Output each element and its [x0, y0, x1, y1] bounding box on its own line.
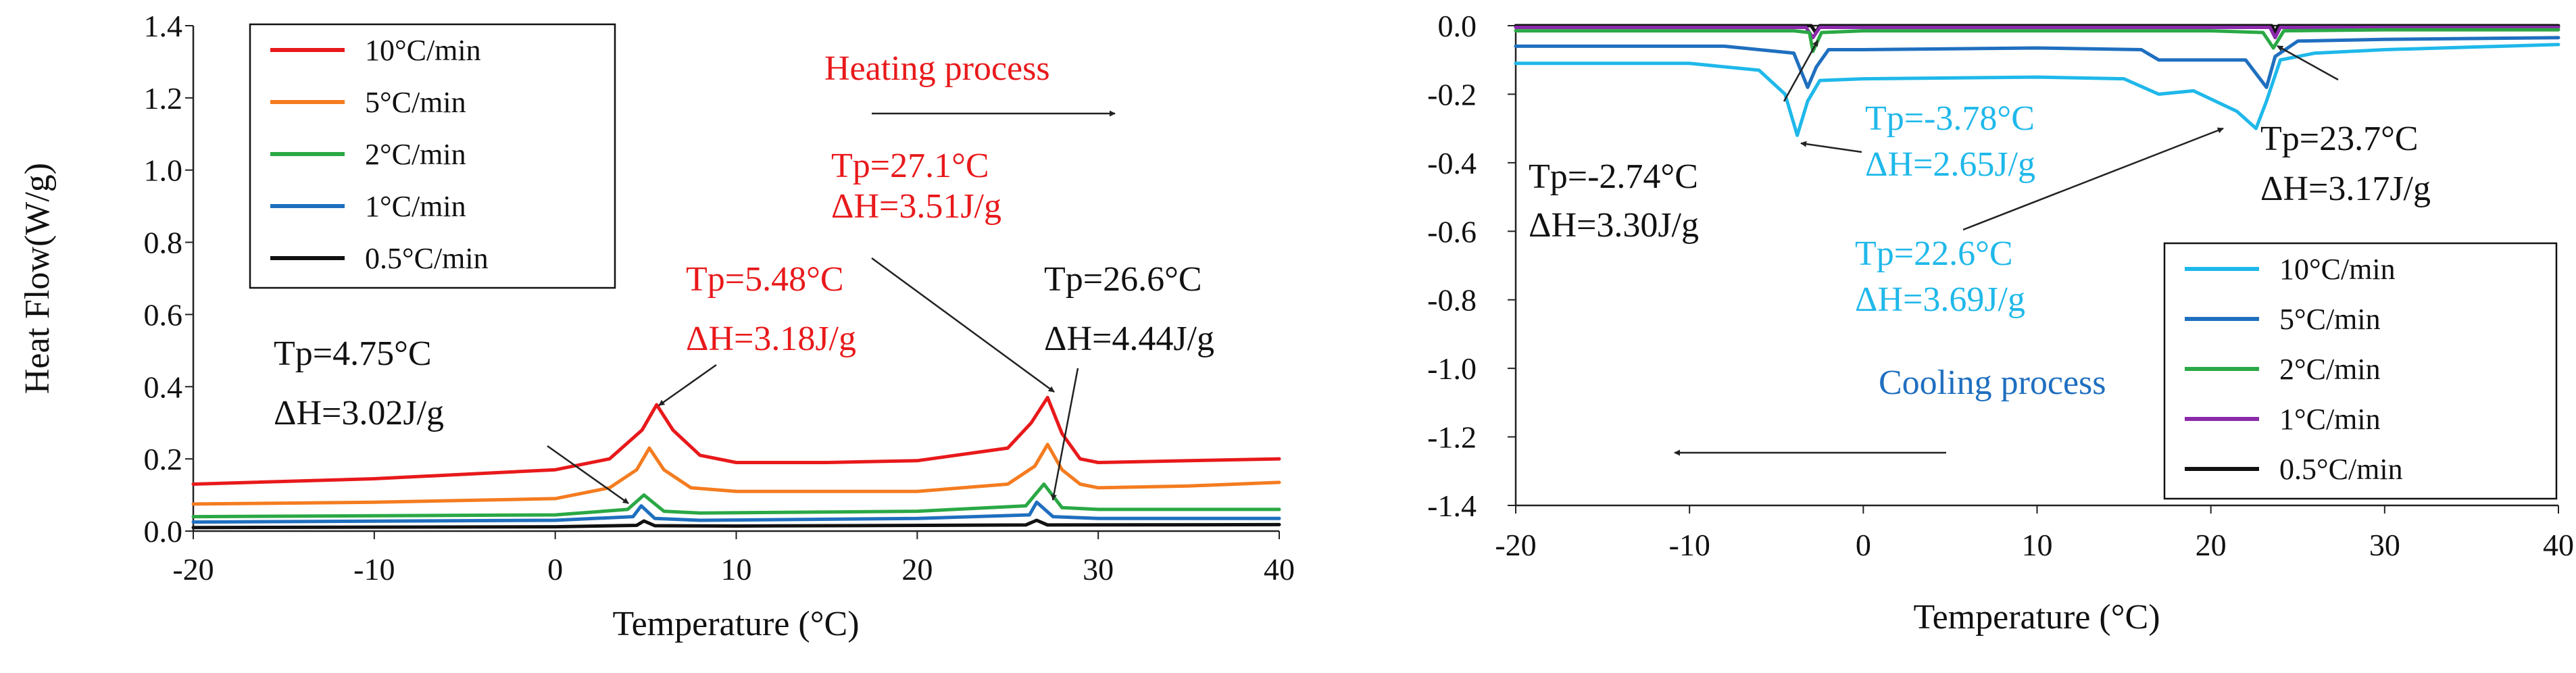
process-label: Cooling process: [1879, 364, 2106, 402]
x-tick-label: -20: [1495, 528, 1536, 562]
y-tick-label: -1.4: [1427, 489, 1477, 523]
annotation-arrow: [1800, 141, 1862, 153]
annotation-arrow: [2277, 45, 2339, 81]
y-tick-label: 1.4: [144, 9, 183, 43]
y-tick-label: 1.0: [144, 153, 183, 188]
peak-annotation: Tp=4.75°C ΔH=3.02J/g: [274, 334, 629, 505]
series-line-5cmin: [1514, 36, 2560, 89]
enthalpy-label: ΔH=4.44J/g: [1044, 320, 1214, 358]
series-line-1cmin: [191, 500, 1281, 524]
x-tick-label: 20: [2196, 528, 2227, 562]
annotation-arrow: [1051, 368, 1079, 501]
enthalpy-label: ΔH=3.51J/g: [831, 187, 1001, 226]
x-tick-label: 20: [901, 552, 933, 587]
peak-annotation: Tp=5.48°C ΔH=3.18J/g: [658, 260, 856, 407]
y-tick-label: -1.2: [1427, 420, 1477, 455]
peak-temperature-label: Tp=23.7°C: [2260, 120, 2419, 158]
series-line-5cmin: [191, 443, 1281, 506]
y-tick-label: 0.6: [144, 297, 183, 332]
legend: 10°C/min 5°C/min 2°C/min 1°C/min 0.5°C/min: [249, 23, 616, 289]
series-line-10cmin: [1514, 43, 2560, 137]
legend-label: 10°C/min: [365, 34, 481, 67]
x-tick-label: -20: [172, 552, 214, 587]
legend: 10°C/min 5°C/min 2°C/min 1°C/min 0.5°C/min: [2163, 242, 2558, 500]
annotation-arrow: [1783, 40, 1819, 102]
peak-temperature-label: Tp=26.6°C: [1044, 260, 1202, 299]
x-tick-label: 0: [1856, 528, 1871, 562]
peak-temperature-label: Tp=27.1°C: [831, 147, 989, 185]
x-tick-label: -10: [1669, 528, 1710, 562]
peak-temperature-label: Tp=4.75°C: [274, 334, 432, 373]
series-line-2cmin: [1514, 28, 2560, 53]
peak-temperature-label: Tp=-2.74°C: [1529, 157, 1698, 196]
enthalpy-label: ΔH=3.69J/g: [1855, 280, 2025, 319]
y-tick-label: 0.0: [1438, 9, 1477, 43]
x-tick-label: 40: [2543, 528, 2574, 562]
peak-temperature-label: Tp=5.48°C: [686, 260, 844, 299]
peak-annotation: Tp=23.7°C ΔH=3.17J/g: [2260, 45, 2431, 208]
x-tick-label: 30: [2369, 528, 2400, 562]
enthalpy-label: ΔH=2.65J/g: [1865, 145, 2035, 184]
x-axis-label: Temperature (°C): [1913, 598, 2160, 637]
y-axis-label: Heat Flow(W/g): [18, 163, 57, 394]
annotation-arrow: [547, 445, 629, 505]
peak-annotation: Tp=-3.78°C ΔH=2.65J/g: [1800, 99, 2035, 184]
peak-annotation: Tp=26.6°C ΔH=4.44J/g: [1044, 260, 1214, 501]
y-tick-label: -0.4: [1427, 146, 1477, 180]
enthalpy-label: ΔH=3.18J/g: [686, 320, 856, 358]
x-tick-label: 10: [721, 552, 752, 587]
peak-temperature-label: Tp=22.6°C: [1855, 234, 2013, 273]
y-tick-label: -0.6: [1427, 214, 1477, 249]
chart-heating: -20 -10 0 10 20 30 40 0.0 0.2 0.4 0.6 0.8 1.0 1.2 1.4 T…: [18, 9, 1295, 643]
y-tick-label: 1.2: [144, 81, 183, 116]
y-tick-label: 0.2: [144, 442, 183, 476]
annotation-arrow: [871, 257, 1055, 393]
annotation-arrow: [1962, 127, 2224, 231]
peak-annotation: Tp=-2.74°C ΔH=3.30J/g: [1529, 40, 1819, 245]
enthalpy-label: ΔH=3.02J/g: [274, 394, 444, 432]
y-tick-label: -0.2: [1427, 77, 1477, 111]
y-tick-label: 0.4: [144, 370, 183, 404]
x-tick-label: 10: [2022, 528, 2053, 562]
chart-cooling: -20 -10 0 10 20 30 40 0.0 -0.2 -0.4 -0.6 -0.8 -1.0 -1…: [1427, 9, 2574, 637]
annotation-arrow: [658, 364, 717, 407]
legend-label: 2°C/min: [365, 138, 466, 171]
legend-label: 5°C/min: [2279, 303, 2381, 336]
peak-temperature-label: Tp=-3.78°C: [1865, 99, 2035, 138]
enthalpy-label: ΔH=3.17J/g: [2260, 170, 2431, 208]
x-axis-label: Temperature (°C): [612, 605, 859, 643]
legend-label: 0.5°C/min: [2279, 453, 2403, 486]
process-label: Heating process: [824, 49, 1050, 88]
legend-label: 2°C/min: [2279, 353, 2381, 386]
y-tick-label: 0.0: [144, 514, 183, 549]
enthalpy-label: ΔH=3.30J/g: [1529, 206, 1699, 245]
x-tick-label: 0: [547, 552, 563, 587]
legend-label: 5°C/min: [365, 86, 466, 119]
peak-annotation: Tp=22.6°C ΔH=3.69J/g: [1855, 127, 2224, 319]
legend-label: 1°C/min: [2279, 403, 2381, 436]
y-tick-label: -0.8: [1427, 283, 1477, 318]
peak-annotation: Tp=27.1°CΔH=3.51J/g: [831, 147, 1055, 393]
legend-label: 0.5°C/min: [365, 242, 489, 275]
legend-label: 1°C/min: [365, 190, 466, 223]
series-line-10cmin: [191, 395, 1281, 486]
legend-label: 10°C/min: [2279, 253, 2396, 286]
series-line-0.5cmin: [191, 518, 1281, 530]
x-tick-label: -10: [353, 552, 395, 587]
x-tick-label: 40: [1264, 552, 1295, 587]
series-line-2cmin: [191, 482, 1281, 519]
y-tick-label: -1.0: [1427, 351, 1477, 386]
y-tick-label: 0.8: [144, 226, 183, 260]
x-tick-label: 30: [1083, 552, 1114, 587]
